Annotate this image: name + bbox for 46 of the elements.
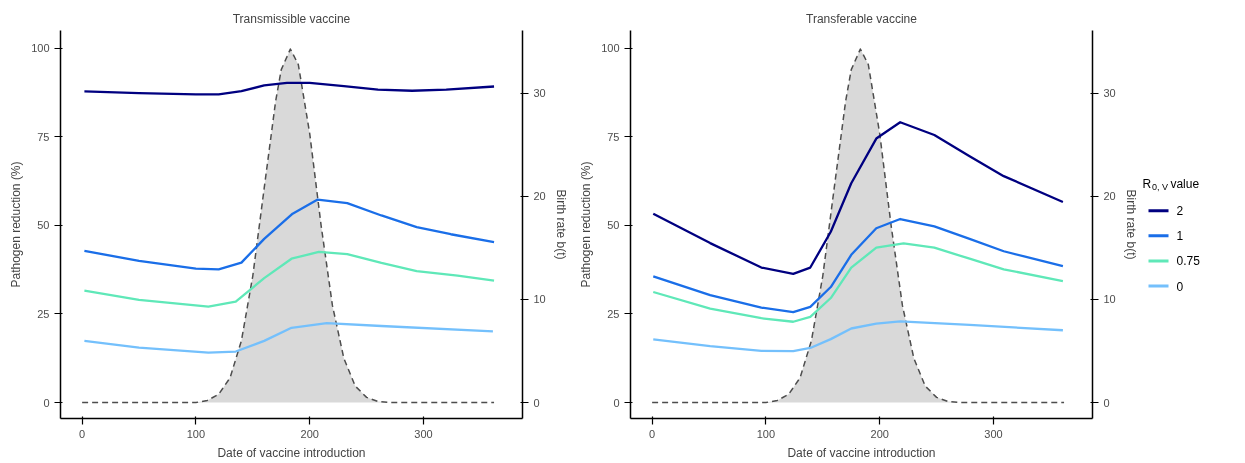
y2-tick-label: 10 bbox=[1103, 293, 1116, 306]
x-tick-label: 100 bbox=[756, 427, 776, 440]
y2-tick-label: 0 bbox=[1103, 396, 1110, 409]
y-tick-label: 50 bbox=[37, 219, 50, 232]
y-tick-label: 50 bbox=[607, 219, 620, 232]
y2-axis-title: Birth rate b(t) bbox=[1123, 189, 1138, 260]
x-tick-label: 200 bbox=[870, 427, 889, 440]
y2-tick-label: 20 bbox=[533, 190, 546, 203]
line-series bbox=[83, 250, 496, 308]
y2-axis-title: Birth rate b(t) bbox=[553, 189, 568, 260]
y-axis-title: Pathogen reduction (%) bbox=[9, 161, 24, 288]
x-tick-label: 200 bbox=[300, 427, 319, 440]
legend-label: 2 bbox=[1176, 204, 1184, 219]
x-axis-title: Date of vaccine introduction bbox=[787, 445, 936, 460]
y2-tick-label: 20 bbox=[1103, 190, 1116, 203]
y-tick-label: 25 bbox=[37, 307, 50, 320]
legend-label: 1 bbox=[1176, 229, 1184, 244]
line-series bbox=[652, 242, 1065, 323]
y-tick-label: 25 bbox=[607, 307, 620, 320]
legend-label: 0.75 bbox=[1176, 254, 1201, 269]
y-tick-label: 100 bbox=[601, 42, 620, 55]
line-series bbox=[652, 121, 1065, 276]
y2-tick-label: 30 bbox=[533, 87, 546, 100]
y2-tick-label: 10 bbox=[533, 293, 546, 306]
x-tick-label: 0 bbox=[79, 427, 86, 440]
y-tick-label: 75 bbox=[37, 130, 50, 143]
line-series bbox=[652, 320, 1065, 353]
x-tick-label: 0 bbox=[649, 427, 656, 440]
x-tick-label: 300 bbox=[984, 427, 1003, 440]
x-axis-title: Date of vaccine introduction bbox=[217, 445, 366, 460]
line-series bbox=[83, 322, 495, 354]
y-tick-label: 0 bbox=[613, 396, 620, 409]
y2-tick-label: 0 bbox=[533, 396, 540, 409]
y-tick-label: 75 bbox=[607, 130, 620, 143]
chart-title: Transferable vaccine bbox=[806, 11, 918, 26]
y2-tick-label: 30 bbox=[1103, 87, 1116, 100]
chart-title: Transmissible vaccine bbox=[232, 11, 351, 26]
y-tick-label: 100 bbox=[31, 42, 50, 55]
line-series bbox=[83, 198, 496, 271]
line-series bbox=[83, 81, 496, 96]
x-tick-label: 300 bbox=[414, 427, 433, 440]
x-tick-label: 100 bbox=[186, 427, 206, 440]
y-axis-title: Pathogen reduction (%) bbox=[579, 161, 594, 288]
line-series bbox=[652, 217, 1065, 314]
legend-label: 0 bbox=[1176, 279, 1184, 294]
y-tick-label: 0 bbox=[43, 396, 50, 409]
